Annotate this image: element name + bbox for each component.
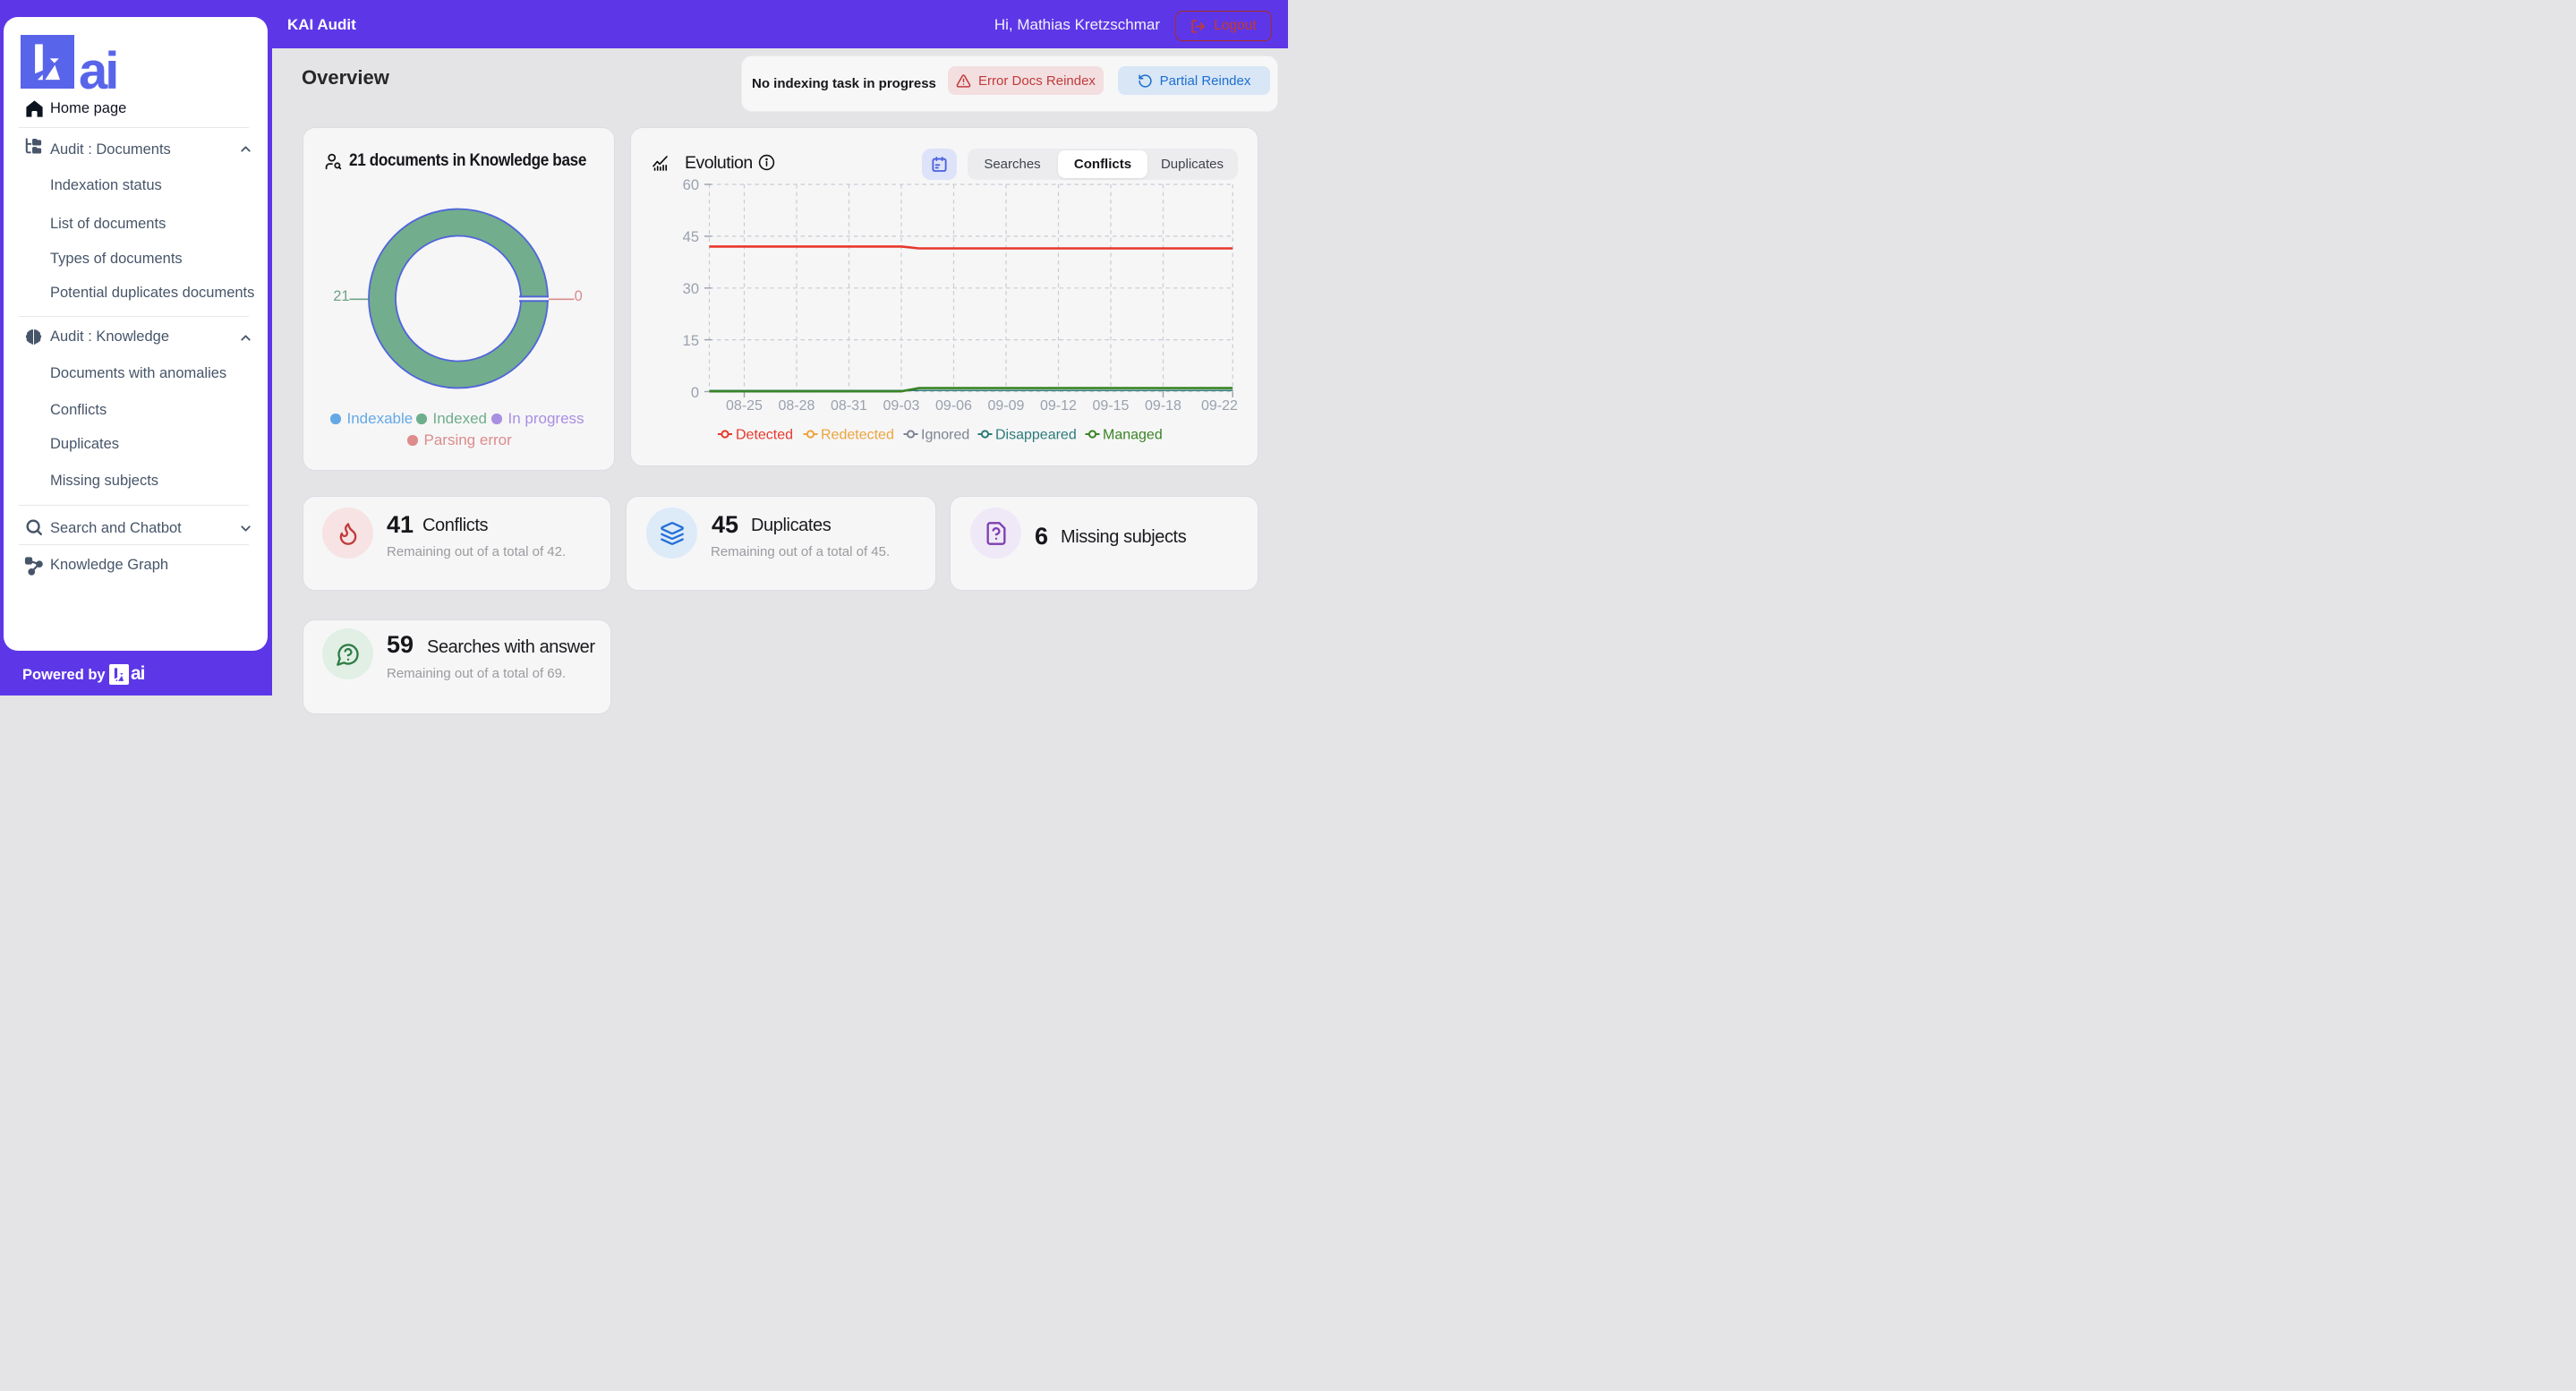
- svg-text:Ignored: Ignored: [921, 428, 969, 443]
- svg-text:08-31: 08-31: [831, 398, 867, 414]
- svg-text:09-15: 09-15: [1093, 398, 1130, 414]
- svg-text:45: 45: [683, 229, 699, 245]
- svg-text:09-03: 09-03: [883, 398, 920, 414]
- svg-text:15: 15: [683, 333, 699, 349]
- svg-text:08-25: 08-25: [726, 398, 763, 414]
- svg-text:Managed: Managed: [1103, 428, 1163, 443]
- svg-text:09-18: 09-18: [1145, 398, 1181, 414]
- svg-text:0: 0: [691, 385, 699, 401]
- svg-text:09-09: 09-09: [988, 398, 1025, 414]
- svg-text:08-28: 08-28: [779, 398, 815, 414]
- svg-text:60: 60: [683, 177, 699, 193]
- svg-text:Disappeared: Disappeared: [995, 428, 1077, 443]
- svg-text:30: 30: [683, 281, 699, 297]
- svg-text:Detected: Detected: [736, 428, 793, 443]
- svg-text:09-22: 09-22: [1201, 398, 1238, 414]
- svg-text:21: 21: [333, 288, 349, 304]
- svg-text:09-06: 09-06: [935, 398, 972, 414]
- svg-text:0: 0: [575, 288, 583, 304]
- svg-text:Redetected: Redetected: [821, 428, 894, 443]
- svg-text:09-12: 09-12: [1040, 398, 1077, 414]
